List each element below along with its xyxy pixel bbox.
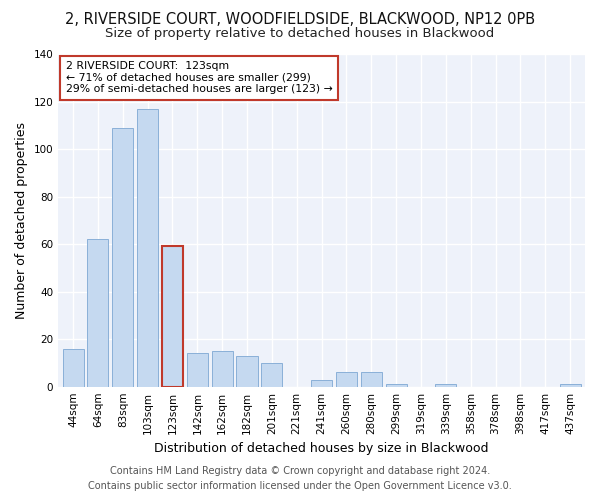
Bar	[435, 384, 457, 386]
Bar	[386, 384, 407, 386]
Text: 2, RIVERSIDE COURT, WOODFIELDSIDE, BLACKWOOD, NP12 0PB: 2, RIVERSIDE COURT, WOODFIELDSIDE, BLACK…	[65, 12, 535, 28]
Text: Contains HM Land Registry data © Crown copyright and database right 2024.
Contai: Contains HM Land Registry data © Crown c…	[88, 466, 512, 491]
Bar	[62, 348, 83, 387]
Bar	[137, 108, 158, 386]
Bar	[560, 384, 581, 386]
Bar	[262, 363, 283, 386]
Bar	[212, 351, 233, 386]
Text: 2 RIVERSIDE COURT:  123sqm
← 71% of detached houses are smaller (299)
29% of sem: 2 RIVERSIDE COURT: 123sqm ← 71% of detac…	[65, 61, 332, 94]
X-axis label: Distribution of detached houses by size in Blackwood: Distribution of detached houses by size …	[154, 442, 489, 455]
Y-axis label: Number of detached properties: Number of detached properties	[15, 122, 28, 319]
Bar	[361, 372, 382, 386]
Bar	[311, 380, 332, 386]
Text: Size of property relative to detached houses in Blackwood: Size of property relative to detached ho…	[106, 28, 494, 40]
Bar	[162, 246, 183, 386]
Bar	[88, 240, 109, 386]
Bar	[336, 372, 357, 386]
Bar	[187, 354, 208, 386]
Bar	[112, 128, 133, 386]
Bar	[236, 356, 257, 386]
